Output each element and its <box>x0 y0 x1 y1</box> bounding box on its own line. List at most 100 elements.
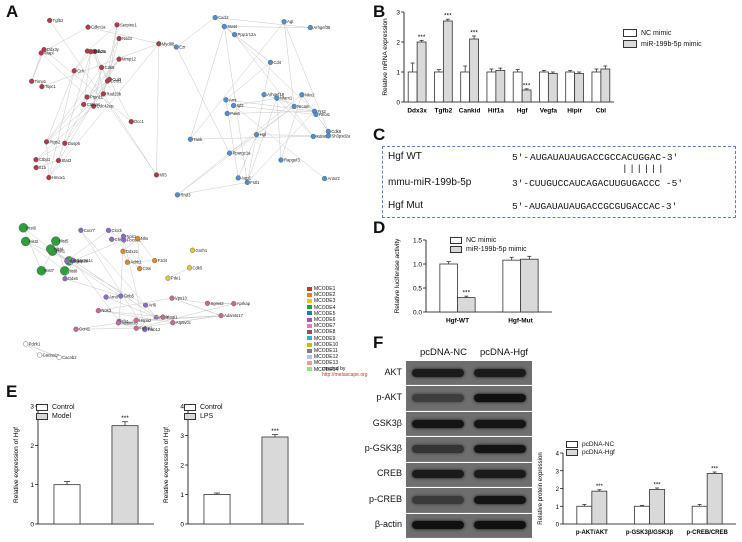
network-legend-label: MCODE2 <box>314 292 336 299</box>
network-node <box>165 275 171 281</box>
network-node-label: Wapl <box>44 50 53 55</box>
wb-band <box>412 495 464 504</box>
y-tick-label: 2 <box>30 443 34 450</box>
network-node-label: Ppp1r12a <box>238 32 257 37</box>
bar <box>691 505 708 525</box>
legend-e2: Control LPS <box>184 403 223 421</box>
network-legend-item: MCODE5 <box>307 311 338 317</box>
network-legend-swatch <box>307 348 312 353</box>
bar <box>203 494 231 525</box>
bar <box>416 41 427 103</box>
network-edge <box>105 296 157 318</box>
mir-label: mmu-miR-199b-5p <box>388 177 472 188</box>
network-legend-label: MCODE11 <box>314 348 338 355</box>
network-node <box>29 78 35 84</box>
network-node <box>186 265 193 271</box>
bar <box>261 436 289 525</box>
network-node-label: Ddx3y <box>47 47 60 52</box>
bar <box>574 73 584 103</box>
network-node <box>310 133 316 140</box>
network-cluster-white: Pdzk1 Cacna1s Cacnb2 <box>23 341 77 361</box>
network-node <box>64 258 70 264</box>
network-node-label: Arl6 <box>149 303 157 308</box>
legend-f-label-hgf: pcDNA-Hgf <box>582 449 615 457</box>
network-node <box>46 174 52 181</box>
network-node <box>137 266 143 272</box>
bar <box>407 71 418 103</box>
network-edge <box>137 238 155 261</box>
network-node <box>299 92 305 98</box>
network-edge <box>263 62 271 95</box>
wb-lane-background <box>406 437 532 461</box>
wb-separator <box>406 461 532 463</box>
wb-separator <box>406 436 532 438</box>
network-node <box>98 64 105 71</box>
y-tick-label: 2 <box>556 487 560 493</box>
network-node-label: Hist4 <box>54 246 64 251</box>
y-tick-label: 0 <box>396 100 400 107</box>
y-axis-label: Relative protein expression <box>538 452 544 524</box>
network-node-label: Ezr <box>179 45 186 50</box>
network-edge <box>227 111 315 114</box>
wb-row-label: β-actin <box>374 519 402 530</box>
network-edge <box>171 297 222 316</box>
x-tick-label: p-GSK3β/GSK3β <box>626 530 674 536</box>
network-node <box>230 102 237 109</box>
network-node <box>291 103 297 110</box>
network-edge <box>103 93 157 176</box>
legend-d-swatch-nc <box>450 236 462 244</box>
network-node <box>55 157 62 164</box>
bar <box>457 297 476 313</box>
network-node-label: Crh <box>77 68 84 73</box>
network-node <box>152 257 158 264</box>
y-tick-label: 3 <box>30 404 34 411</box>
y-tick-label: 2 <box>396 40 400 47</box>
network-node <box>274 95 280 101</box>
network-edge <box>190 21 285 140</box>
network-edge <box>247 111 315 183</box>
legend-b: NC mimic miR-199b-5p mimic <box>623 28 702 50</box>
network-edge <box>109 79 132 122</box>
network-edge <box>234 34 314 137</box>
network-legend-label: MCODE3 <box>314 298 336 305</box>
network-edge <box>136 303 234 329</box>
y-tick-label: 1 <box>556 505 560 511</box>
wb-lane-background <box>406 513 532 537</box>
network-edge <box>39 354 60 358</box>
legend-d: NC mimic miR-199b-5p mimic <box>450 236 527 254</box>
significance-mark: *** <box>653 482 661 488</box>
network-legend-label: MCODE6 <box>314 317 336 324</box>
network-node-label: Hist7 <box>44 268 54 273</box>
bar <box>434 71 444 103</box>
network-legend-label: MCODE14 <box>314 366 339 373</box>
network-legend-label: MCODE13 <box>314 360 339 367</box>
network-legend-item: MCODE3 <box>307 298 338 304</box>
network-legend-swatch <box>307 292 312 297</box>
network-node <box>321 175 328 182</box>
x-tick-label: Hif1a <box>488 108 504 115</box>
mir-sequence: 3'-CUUGUCCAUCAGACUUGUGACCC -5' <box>512 178 684 189</box>
network-node-label: Dcc1 <box>134 119 144 124</box>
legend-f-swatch-hgf <box>566 449 578 457</box>
wb-lane-background <box>406 488 532 512</box>
network-edge <box>233 97 277 106</box>
y-tick-label: 2 <box>180 463 184 470</box>
network-edge <box>177 182 248 196</box>
credit-line-2: http://metascape.org <box>322 372 368 378</box>
x-tick-label: Cbl <box>596 108 607 115</box>
network-node <box>95 308 101 314</box>
network-cluster-red: Cdc42ep Wapl Ptpn11 Ctbp1 Ccnt1 Dusp6 Serpine1… <box>29 17 175 181</box>
network-edge <box>123 239 146 330</box>
network-node <box>267 59 274 65</box>
network-edge <box>256 134 329 137</box>
significance-mark: *** <box>444 13 452 20</box>
network-node <box>212 14 218 21</box>
panel-letter-f: F <box>373 333 384 352</box>
network-edge <box>214 17 315 112</box>
y-axis-label: Relative luciferase activity <box>394 238 401 314</box>
network-legend-item: MCODE9 <box>307 336 338 342</box>
network-node <box>91 103 97 109</box>
y-tick-label: 1 <box>180 492 184 499</box>
network-node <box>187 136 194 142</box>
network-edge <box>247 94 265 183</box>
